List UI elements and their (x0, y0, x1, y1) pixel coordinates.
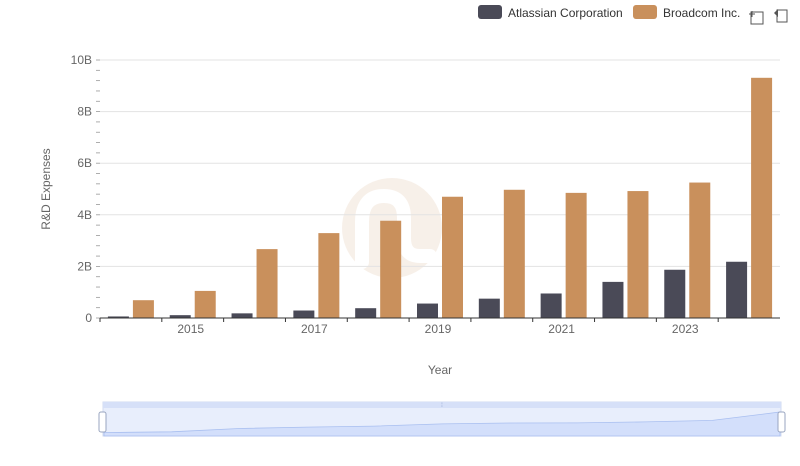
bar-broadcom-inc--2022[interactable] (627, 191, 649, 318)
x-axis-title: Year (428, 363, 452, 377)
x-tick-label: 2015 (177, 322, 204, 336)
y-tick-label: 4B (77, 208, 92, 222)
bars-group (107, 77, 773, 318)
legend-label[interactable]: Atlassian Corporation (508, 6, 623, 20)
bar-broadcom-inc--2019[interactable] (442, 196, 463, 318)
bar-broadcom-inc--2021[interactable] (565, 192, 587, 318)
slider-drag-handle[interactable]: ⁞ (441, 403, 443, 409)
legend-item[interactable]: Atlassian Corporation (478, 5, 623, 20)
y-tick-label: 10B (71, 53, 92, 67)
bar-atlassian-corporation-2014[interactable] (107, 316, 129, 318)
bar-atlassian-corporation-2024[interactable] (726, 261, 748, 318)
slider-left-handle[interactable] (98, 411, 107, 433)
y-tick-label: 8B (77, 105, 92, 119)
y-tick-label: 0 (85, 311, 92, 325)
legend-label[interactable]: Broadcom Inc. (663, 6, 740, 20)
grid-lines (100, 59, 780, 267)
bar-atlassian-corporation-2020[interactable] (478, 298, 500, 318)
bar-broadcom-inc--2014[interactable] (132, 300, 154, 318)
bar-atlassian-corporation-2016[interactable] (231, 313, 253, 318)
bar-broadcom-inc--2017[interactable] (318, 233, 340, 318)
legend-swatch[interactable] (633, 5, 657, 19)
bar-atlassian-corporation-2021[interactable] (540, 293, 562, 318)
legend: Atlassian Corporation Broadcom Inc. (478, 5, 740, 20)
zoom-reset-icon[interactable] (774, 9, 788, 23)
bar-broadcom-inc--2020[interactable] (503, 189, 525, 318)
y-axis-title: R&D Expenses (39, 148, 53, 229)
bar-broadcom-inc--2015[interactable] (194, 290, 216, 318)
axes: 0 2B 4B 6B 8B 10B 2015 2017 2019 2021 2023 (71, 53, 780, 336)
slider-right-handle[interactable] (777, 411, 786, 433)
x-tick-label: 2019 (425, 322, 452, 336)
bar-atlassian-corporation-2018[interactable] (355, 308, 377, 318)
x-tick-label: 2023 (672, 322, 699, 336)
x-tick-label: 2017 (301, 322, 328, 336)
data-zoom-slider[interactable]: ⁞ (98, 401, 786, 437)
bar-atlassian-corporation-2022[interactable] (602, 281, 624, 318)
slider-preview-area (103, 411, 781, 437)
bar-atlassian-corporation-2015[interactable] (169, 315, 191, 318)
bar-atlassian-corporation-2017[interactable] (293, 310, 315, 318)
x-tick-label: 2021 (548, 322, 575, 336)
slider-top-bar[interactable] (103, 402, 781, 408)
legend-swatch[interactable] (478, 5, 502, 19)
zoom-select-icon[interactable] (749, 11, 764, 25)
y-tick-label: 6B (77, 156, 92, 170)
bar-broadcom-inc--2023[interactable] (689, 182, 711, 318)
legend-item[interactable]: Broadcom Inc. (633, 5, 740, 20)
bar-broadcom-inc--2018[interactable] (380, 220, 402, 318)
bar-broadcom-inc--2024[interactable] (751, 77, 773, 318)
bar-atlassian-corporation-2019[interactable] (417, 303, 438, 318)
bar-atlassian-corporation-2023[interactable] (664, 269, 686, 318)
bar-broadcom-inc--2016[interactable] (256, 249, 278, 318)
y-tick-label: 2B (77, 259, 92, 273)
